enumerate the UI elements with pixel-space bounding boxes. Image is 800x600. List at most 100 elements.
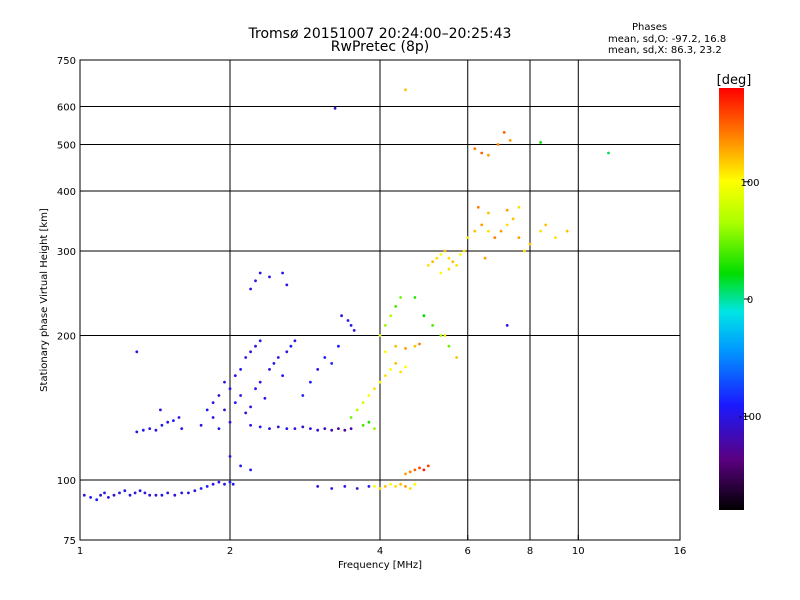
data-point bbox=[187, 491, 190, 495]
data-point bbox=[228, 420, 232, 424]
data-point bbox=[330, 428, 334, 432]
data-point bbox=[413, 468, 417, 472]
data-point bbox=[135, 430, 139, 434]
data-point bbox=[426, 264, 430, 267]
data-point bbox=[373, 485, 376, 488]
data-point bbox=[95, 498, 99, 502]
data-point bbox=[399, 370, 402, 374]
data-point bbox=[378, 487, 382, 490]
data-point bbox=[349, 427, 353, 430]
data-point bbox=[394, 344, 398, 348]
data-point bbox=[499, 229, 503, 233]
data-point bbox=[107, 496, 110, 499]
data-point bbox=[217, 394, 221, 397]
x-tick-label: 2 bbox=[227, 546, 233, 557]
y-axis-ticks: 75 100 200 300 400 500 600 750 bbox=[57, 56, 85, 547]
data-point bbox=[394, 485, 398, 488]
y-tick-label: 400 bbox=[57, 187, 76, 198]
data-point bbox=[154, 428, 158, 432]
data-point bbox=[343, 428, 347, 432]
y-tick-label: 750 bbox=[57, 56, 76, 67]
data-point bbox=[367, 420, 371, 424]
data-point bbox=[249, 287, 253, 291]
data-point bbox=[447, 344, 451, 348]
data-point bbox=[228, 387, 232, 391]
data-point bbox=[435, 256, 439, 260]
data-point bbox=[193, 489, 197, 493]
data-point bbox=[476, 205, 480, 209]
colorbar-tick-label: -100 bbox=[739, 412, 762, 423]
data-point bbox=[173, 493, 177, 497]
x-tick-label: 8 bbox=[527, 546, 533, 557]
y-tick-label: 75 bbox=[63, 536, 76, 547]
data-point bbox=[301, 425, 305, 429]
y-axis-label: Stationary phase Virtual Height [km] bbox=[39, 208, 50, 392]
data-point bbox=[228, 455, 232, 458]
data-point bbox=[112, 493, 116, 497]
data-point bbox=[487, 211, 490, 215]
data-point bbox=[422, 468, 426, 472]
y-tick-label: 500 bbox=[57, 141, 76, 152]
phase-info-x: mean, sd,X: 86.3, 23.2 bbox=[608, 45, 722, 56]
x-tick-label: 6 bbox=[465, 546, 471, 557]
data-point bbox=[367, 485, 371, 488]
data-point bbox=[148, 427, 152, 430]
data-point bbox=[239, 394, 243, 397]
data-point bbox=[389, 482, 392, 486]
data-point bbox=[205, 408, 209, 412]
data-point bbox=[239, 368, 243, 371]
data-point bbox=[82, 493, 86, 497]
data-point bbox=[337, 344, 340, 348]
data-point bbox=[330, 362, 334, 365]
data-point bbox=[316, 428, 320, 432]
data-point bbox=[473, 229, 477, 233]
data-point bbox=[99, 493, 102, 497]
data-point bbox=[389, 368, 392, 371]
data-point bbox=[399, 296, 402, 299]
data-point bbox=[217, 480, 221, 484]
data-point bbox=[211, 416, 215, 419]
data-point bbox=[508, 139, 512, 142]
data-point bbox=[383, 485, 387, 488]
data-point bbox=[462, 249, 466, 253]
data-point bbox=[249, 405, 253, 409]
data-point bbox=[473, 147, 477, 151]
data-point bbox=[138, 489, 142, 493]
data-point bbox=[323, 356, 327, 359]
data-point bbox=[439, 253, 443, 256]
data-point bbox=[511, 217, 515, 221]
data-point bbox=[217, 427, 221, 430]
data-point bbox=[323, 427, 327, 430]
data-point bbox=[268, 275, 271, 279]
data-point bbox=[199, 423, 203, 427]
data-point bbox=[272, 362, 276, 365]
chart-title: Tromsø 20151007 20:24:00–20:25:43 bbox=[248, 26, 512, 42]
data-point bbox=[383, 350, 387, 354]
data-point bbox=[455, 264, 458, 267]
data-point bbox=[404, 485, 407, 488]
data-point bbox=[439, 271, 443, 275]
data-point bbox=[180, 427, 184, 430]
data-point bbox=[244, 411, 248, 415]
data-point bbox=[523, 249, 526, 253]
data-point bbox=[394, 305, 398, 308]
data-point bbox=[301, 394, 305, 397]
data-point bbox=[346, 319, 350, 322]
colorbar-ticks: 100 0 -100 bbox=[739, 178, 762, 423]
data-point bbox=[422, 314, 426, 318]
data-point bbox=[263, 396, 267, 400]
data-point bbox=[426, 464, 430, 468]
colorbar-tick-label: 0 bbox=[747, 295, 753, 306]
data-point bbox=[383, 324, 387, 327]
data-point bbox=[447, 267, 451, 271]
x-axis-ticks: 1 2 4 6 8 10 16 bbox=[77, 535, 686, 557]
data-point bbox=[258, 339, 262, 343]
data-point bbox=[123, 489, 127, 493]
data-point bbox=[394, 362, 398, 365]
data-point bbox=[378, 334, 382, 337]
data-point bbox=[239, 464, 243, 468]
data-point bbox=[135, 350, 139, 354]
data-point bbox=[607, 151, 610, 155]
data-point bbox=[233, 401, 237, 404]
